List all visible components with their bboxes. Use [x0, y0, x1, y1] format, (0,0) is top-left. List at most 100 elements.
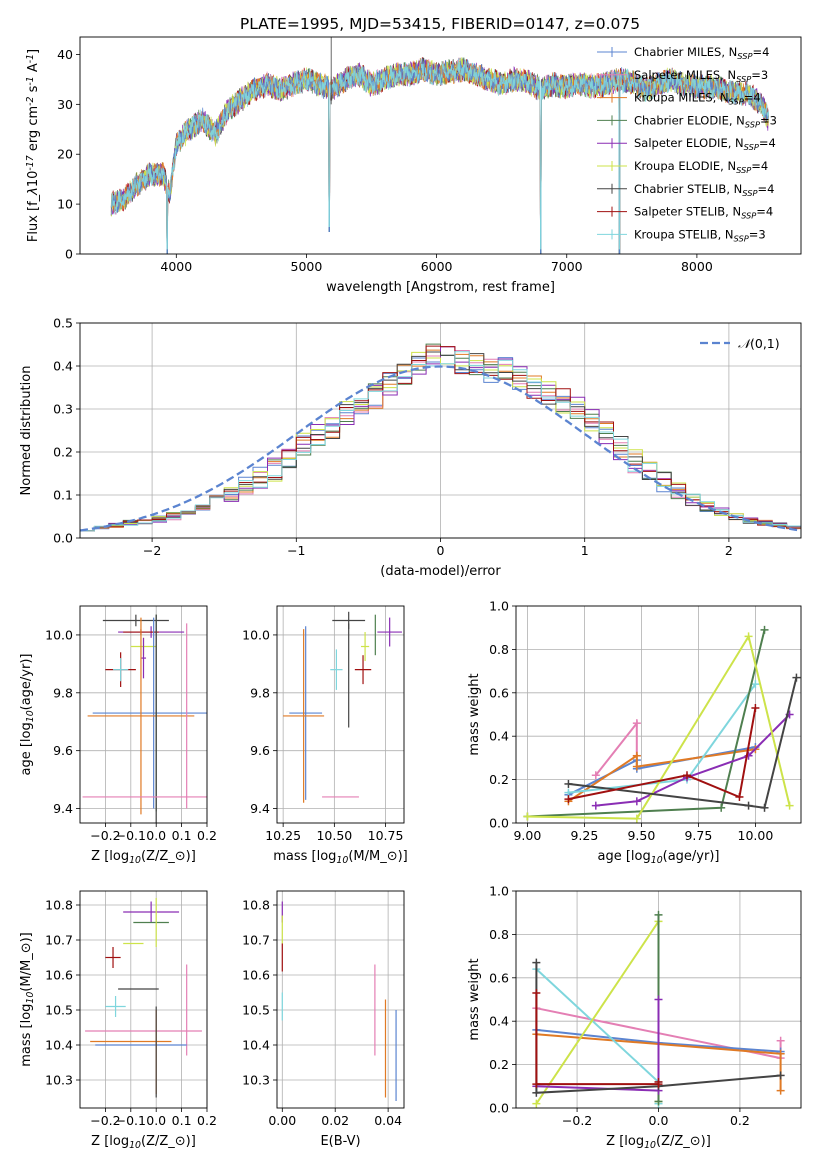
- y-tick-label: 10: [57, 197, 73, 212]
- y-tick-label: 9.8: [53, 685, 73, 700]
- spectrum-series-line: [110, 58, 769, 250]
- y-tick-label: 30: [57, 97, 73, 112]
- y-tick-label: 10.7: [45, 933, 73, 948]
- x-tick-label: 0: [437, 543, 445, 558]
- errorbar-point: [105, 947, 121, 968]
- x-axis-label: E(B-V): [320, 1134, 360, 1149]
- y-tick-label: 10.3: [45, 1073, 73, 1088]
- y-tick-label: 10.4: [45, 1038, 73, 1053]
- y-tick-label: 0.2: [489, 772, 509, 787]
- weight-series: [523, 632, 794, 823]
- weight-series-line: [568, 677, 798, 809]
- x-tick-label: 0.0: [146, 828, 166, 843]
- x-axis-label: Z [log10(Z/Z_⊙)]: [91, 849, 196, 866]
- plot-frame: [515, 605, 802, 824]
- weight-series: [564, 673, 801, 812]
- y-tick-label: 0.0: [489, 816, 509, 831]
- y-tick-label: 10.5: [242, 1003, 270, 1018]
- x-tick-label: 7000: [551, 259, 583, 274]
- legend-label: Chabrier MILES, NSSP=4: [634, 45, 769, 61]
- x-tick-label: 10.75: [368, 828, 404, 843]
- x-tick-label: 9.50: [627, 828, 655, 843]
- x-tick-label: 9.25: [570, 828, 598, 843]
- frame-mass-vs-ebv: 0.00 0.02 0.04 10.3 10.4 10.5 10.6 10.7 10.8 E(B-…: [242, 890, 405, 1149]
- y-tick-label: 10.6: [45, 968, 73, 983]
- x-tick-label: −2: [143, 543, 161, 558]
- y-tick-label: 0.8: [489, 927, 509, 942]
- weight-lines: [532, 910, 785, 1108]
- y-tick-label: 0.5: [53, 316, 73, 331]
- y-axis-label: mass [log10(M/M_⊙)]: [19, 932, 36, 1067]
- histogram-steps: [80, 343, 801, 538]
- gaussian-reference-curve: [80, 365, 801, 532]
- x-tick-label: 10.00: [738, 828, 774, 843]
- y-tick-label: 20: [57, 147, 73, 162]
- y-tick-label: 9.6: [53, 743, 73, 758]
- y-tick-label: 0.0: [489, 1101, 509, 1116]
- legend-label: Chabrier ELODIE, NSSP=3: [634, 113, 777, 129]
- axes-mass-vs-ebv: [277, 891, 404, 1108]
- y-tick-label: 10.7: [242, 933, 270, 948]
- legend-label: Chabrier STELIB, NSSP=4: [634, 182, 774, 198]
- weight-series-line: [567, 748, 756, 803]
- y-tick-label: 0.4: [489, 1014, 509, 1029]
- y-tick-label: 9.6: [250, 743, 270, 758]
- x-tick-label: 2: [725, 543, 733, 558]
- frame-weight-vs-metallicity: −0.2 0.0 0.2 0.0 0.2 0.4 0.6 0.8 1.0 Z [log10(Z/Z…: [467, 884, 802, 1151]
- y-tick-label: 9.4: [250, 801, 270, 816]
- frame-weight-vs-age: 9.00 9.25 9.50 9.75 10.00 0.0 0.2 0.4 0.6 0.8 1.0 a…: [467, 599, 802, 866]
- x-tick-label: 0.2: [197, 1113, 217, 1128]
- legend-label: 𝒩(0,1): [738, 336, 780, 351]
- x-tick-label: 0.0: [649, 1113, 669, 1128]
- frame-age-vs-metallicity: −0.2−0.1 0.0 0.1 0.2 9.4 9.6 9.8 10.0 Z [log10(Z…: [19, 605, 217, 866]
- errorbar-group: [82, 614, 207, 823]
- x-tick-label: 4000: [160, 259, 192, 274]
- axes-age-vs-mass: [277, 606, 404, 823]
- legend-label: Kroupa MILES, NSSP=4: [634, 91, 761, 107]
- errorbar-point: [87, 617, 195, 815]
- x-tick-label: 0.2: [197, 828, 217, 843]
- y-axis-label: Flux [f_λ10-17 erg cm-2 s-1 A-1]: [25, 49, 41, 242]
- x-tick-label: 0.02: [321, 1113, 349, 1128]
- y-tick-label: 0.0: [53, 531, 73, 546]
- y-tick-label: 0.1: [53, 488, 73, 503]
- y-tick-label: 0.4: [489, 729, 509, 744]
- errorbar-point: [330, 649, 343, 690]
- frame-residual-histogram: −2 −1 0 1 2 0.0 0.1 0.2 0.3 0.4 0.5 (data-model)/er…: [19, 316, 802, 579]
- y-axis-label: mass weight: [467, 958, 482, 1040]
- x-tick-label: 0.04: [374, 1113, 402, 1128]
- y-tick-label: 0.4: [53, 359, 73, 374]
- frame-spectrum: 4000 5000 6000 7000 8000 0 10 20 30 40 wavelength …: [25, 36, 802, 295]
- y-axis-label: Normed distribution: [19, 366, 34, 496]
- errorbar-point: [283, 629, 325, 803]
- errorbar-point: [113, 658, 129, 682]
- y-tick-label: 0.2: [53, 445, 73, 460]
- errorbar-group: [281, 901, 397, 1101]
- weight-series: [532, 988, 663, 1089]
- x-tick-label: 6000: [421, 259, 453, 274]
- x-axis-label: Z [log10(Z/Z_⊙)]: [91, 1134, 196, 1151]
- y-axis-label: age [log10(age/yr)]: [19, 654, 36, 776]
- y-tick-label: 10.3: [242, 1073, 270, 1088]
- x-tick-label: 10.50: [316, 828, 352, 843]
- x-tick-label: −1: [287, 543, 305, 558]
- x-axis-label: mass [log10(M/M_⊙)]: [273, 849, 408, 866]
- x-tick-label: −0.1: [116, 828, 146, 843]
- errorbar-point: [289, 626, 323, 800]
- errorbar-group: [283, 611, 402, 803]
- spectrum-series-line: [110, 58, 769, 254]
- x-tick-label: 0.1: [172, 1113, 192, 1128]
- y-tick-label: 0.3: [53, 402, 73, 417]
- legend-label: Salpeter STELIB, NSSP=4: [634, 205, 773, 221]
- x-tick-label: 9.75: [684, 828, 712, 843]
- spectrum-legend: Chabrier MILES, NSSP=4 Salpeter MILES, NS…: [597, 45, 777, 243]
- y-tick-label: 10.6: [242, 968, 270, 983]
- errorbar-point: [105, 996, 126, 1017]
- spectrum-lines: [110, 37, 769, 254]
- legend-label: Kroupa STELIB, NSSP=3: [634, 227, 766, 243]
- plots-container: 4000 5000 6000 7000 8000010203040wavelength …: [19, 36, 802, 1151]
- y-tick-label: 10.8: [242, 898, 270, 913]
- errorbar-group: [85, 898, 202, 1098]
- plot-frame: [79, 605, 208, 824]
- y-tick-label: 9.8: [250, 685, 270, 700]
